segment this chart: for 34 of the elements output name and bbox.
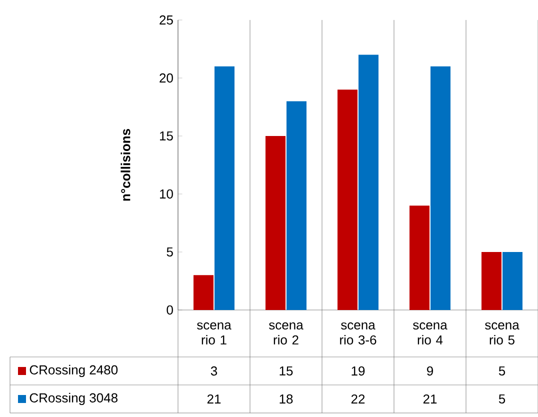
data-label: 3 <box>210 366 218 376</box>
y-tick-label: 15 <box>160 131 173 141</box>
bar <box>286 101 306 310</box>
data-label: 5 <box>498 366 506 376</box>
x-tick-label: scena rio 4 <box>413 322 448 345</box>
data-label: 21 <box>207 394 221 404</box>
y-tick-label: 0 <box>166 305 173 315</box>
data-label: 19 <box>352 366 365 376</box>
y-tick-label: 10 <box>160 189 173 199</box>
x-tick-label: scena rio 3-6 <box>340 322 376 345</box>
data-label: 15 <box>280 366 293 376</box>
x-tick-label: scena rio 2 <box>269 322 304 345</box>
legend-label: CRossing 2480 <box>30 364 118 378</box>
data-label: 18 <box>280 394 293 404</box>
y-tick-label: 25 <box>160 15 173 25</box>
data-label: 9 <box>427 366 434 376</box>
bar <box>502 252 522 310</box>
bar <box>194 275 214 310</box>
data-label: 21 <box>423 394 437 404</box>
bar <box>358 54 378 310</box>
bar <box>266 136 286 310</box>
x-tick-label: scena rio 1 <box>197 322 232 345</box>
y-axis-title: n°collisions <box>120 128 130 201</box>
bar <box>214 66 234 310</box>
data-label: 5 <box>498 394 506 404</box>
bar <box>430 66 450 310</box>
legend-label: CRossing 3048 <box>30 392 118 406</box>
bar <box>337 90 358 310</box>
x-tick-label: scena rio 5 <box>485 322 520 345</box>
bar <box>481 252 502 310</box>
data-label: 22 <box>351 394 365 404</box>
bar <box>409 206 430 310</box>
y-tick-label: 20 <box>160 73 173 83</box>
y-tick-label: 5 <box>166 247 173 257</box>
